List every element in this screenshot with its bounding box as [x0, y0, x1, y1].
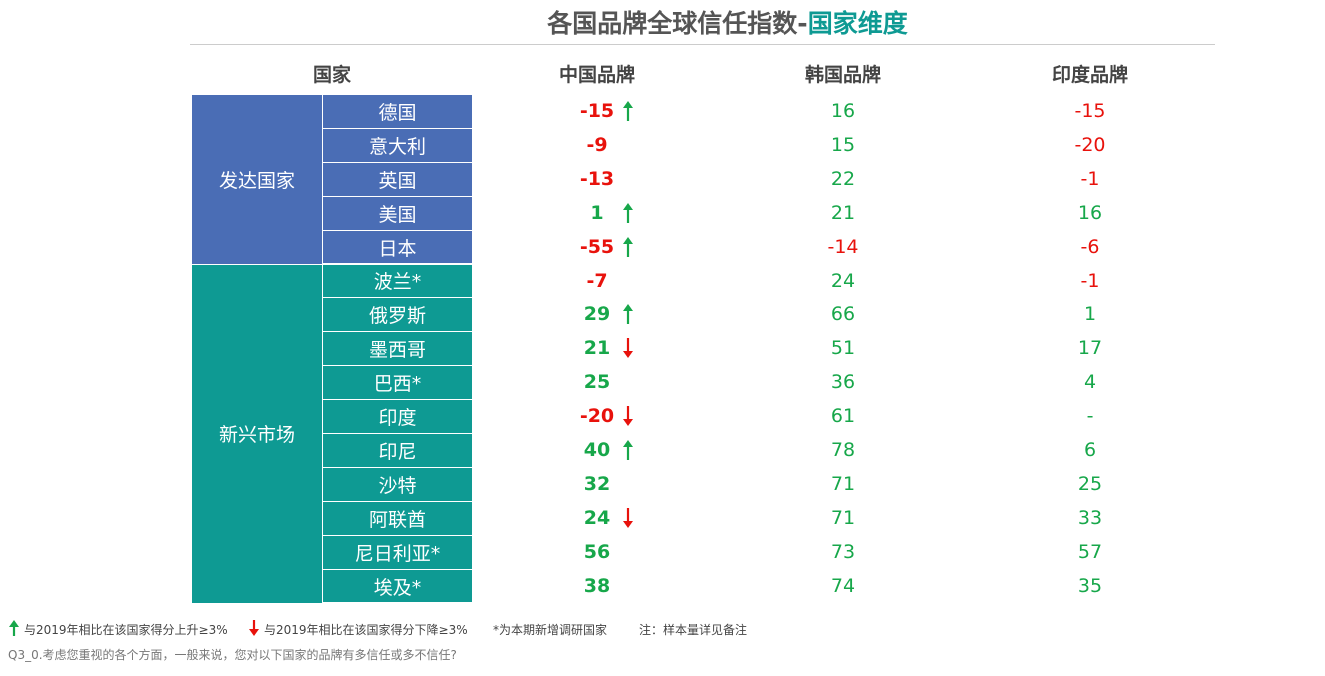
korea-value: 61 — [830, 405, 856, 428]
china-value: 24 — [583, 506, 611, 529]
china-value: -9 — [586, 133, 608, 156]
korea-value: 71 — [830, 506, 856, 529]
china-value: 40 — [583, 439, 611, 461]
china-value: 38 — [583, 574, 611, 597]
column-header: 国家 — [312, 64, 351, 86]
trend-arrow — [623, 101, 633, 121]
column-header: 印度品牌 — [1051, 64, 1128, 86]
china-value: 1 — [590, 201, 604, 224]
china-value: 21 — [583, 337, 611, 360]
korea-value: 16 — [830, 100, 856, 122]
trend-arrow — [623, 507, 633, 528]
china-value: 56 — [583, 540, 611, 563]
note: *为本期新增调研国家 — [493, 623, 608, 637]
china-value: -20 — [579, 405, 615, 428]
india-value: -15 — [1074, 100, 1106, 122]
china-value: 32 — [583, 472, 611, 495]
country-cell: 墨西哥 — [323, 332, 472, 367]
india-value: 25 — [1077, 472, 1103, 495]
korea-value: 24 — [830, 269, 856, 292]
country-cell: 日本 — [323, 230, 472, 265]
country-cell: 巴西* — [323, 366, 472, 401]
legend-arrow — [9, 620, 19, 636]
legend-arrow — [249, 620, 259, 636]
india-value: 1 — [1083, 303, 1097, 326]
india-value: - — [1086, 405, 1094, 428]
china-value: -55 — [579, 235, 615, 258]
trend-arrow — [623, 202, 633, 223]
country-cell: 印尼 — [323, 434, 472, 468]
korea-value: 22 — [830, 167, 856, 190]
china-value: 29 — [583, 303, 611, 326]
korea-value: 74 — [830, 574, 856, 597]
india-value: 33 — [1077, 506, 1103, 529]
korea-value: -14 — [827, 235, 859, 258]
group-cell: 发达国家 — [192, 95, 322, 265]
country-cell: 尼日利亚* — [323, 535, 472, 570]
title-rule — [190, 44, 1215, 45]
legend-text: 与2019年相比在该国家得分下降≥3% — [264, 623, 468, 637]
india-value: -1 — [1080, 167, 1100, 190]
trend-arrow — [623, 440, 633, 460]
country-cell: 阿联酋 — [323, 501, 472, 536]
india-value: 6 — [1083, 439, 1097, 461]
china-value: -13 — [579, 167, 615, 190]
title-main: 各国品牌全球信任指数- — [547, 9, 808, 38]
legend-text: 与2019年相比在该国家得分上升≥3% — [24, 623, 228, 637]
trend-arrow — [623, 338, 633, 359]
note: 注：样本量详见备注 — [639, 623, 748, 637]
country-cell: 埃及* — [323, 569, 472, 604]
india-value: -6 — [1080, 235, 1100, 258]
country-cell: 沙特 — [323, 467, 472, 502]
trend-arrow — [623, 304, 633, 325]
korea-value: 21 — [830, 201, 856, 224]
trend-arrow — [623, 236, 633, 257]
korea-value: 73 — [830, 540, 856, 563]
title-highlight: 国家维度 — [807, 9, 908, 38]
india-value: -1 — [1080, 269, 1100, 292]
india-value: 4 — [1083, 371, 1097, 394]
korea-value: 71 — [830, 472, 856, 495]
korea-value: 78 — [830, 439, 856, 461]
country-cell: 美国 — [323, 196, 472, 231]
korea-value: 15 — [830, 133, 856, 156]
title: 各国品牌全球信任指数-国家维度 — [0, 4, 1325, 40]
korea-value: 36 — [830, 371, 856, 394]
india-value: 17 — [1077, 337, 1103, 360]
india-value: 16 — [1077, 201, 1103, 224]
group-cell: 新兴市场 — [192, 264, 322, 604]
korea-value: 66 — [830, 303, 856, 326]
india-value: 35 — [1077, 574, 1103, 597]
country-cell: 印度 — [323, 400, 472, 434]
column-header: 中国品牌 — [558, 64, 635, 86]
india-value: 57 — [1077, 540, 1103, 563]
country-cell: 德国 — [323, 95, 472, 129]
column-header: 韩国品牌 — [804, 64, 881, 86]
india-value: -20 — [1074, 133, 1106, 156]
country-cell: 俄罗斯 — [323, 298, 472, 333]
country-cell: 波兰* — [323, 264, 472, 299]
china-value: -15 — [579, 100, 615, 122]
question: Q3_0.考虑您重视的各个方面，一般来说，您对以下国家的品牌有多信任或多不信任? — [8, 648, 457, 662]
country-cell: 意大利 — [323, 128, 472, 163]
country-cell: 英国 — [323, 162, 472, 197]
korea-value: 51 — [830, 337, 856, 360]
china-value: 25 — [583, 371, 611, 394]
china-value: -7 — [586, 269, 608, 292]
trend-arrow — [623, 406, 633, 427]
